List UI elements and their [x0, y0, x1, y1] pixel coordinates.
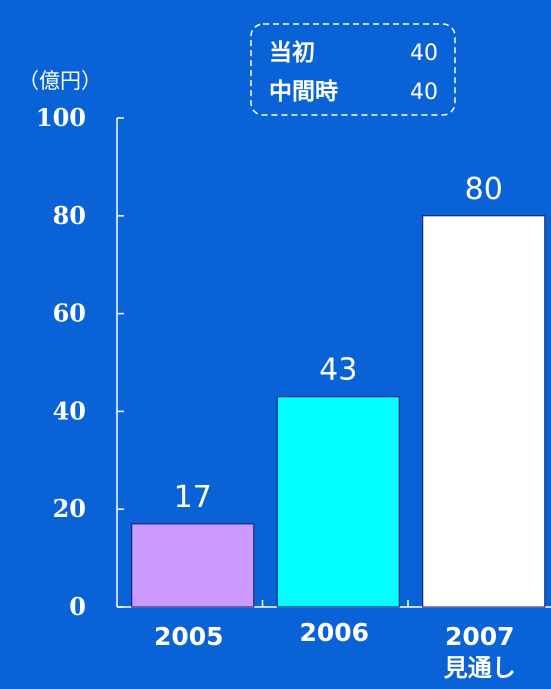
bar-2006	[277, 397, 399, 607]
bar-2005	[132, 524, 254, 607]
unit-label: （億円）	[18, 69, 102, 93]
bar-2007	[423, 216, 545, 607]
forecast-note: 当初 40 中間時 40	[251, 24, 455, 115]
y-axis: 0 20 40 60 80 100	[36, 103, 124, 621]
y-tick-label: 60	[53, 299, 86, 328]
data-label-2007: 80	[465, 172, 503, 207]
note-value-initial: 40	[410, 41, 438, 66]
category-label-2005: 2005	[154, 622, 224, 651]
data-label-2006: 43	[319, 353, 357, 388]
note-label-initial: 当初	[269, 39, 315, 66]
category-label-2007: 2007	[445, 622, 515, 651]
y-tick-label: 40	[53, 396, 86, 425]
note-value-midterm: 40	[410, 80, 438, 105]
y-tick-label: 0	[69, 592, 86, 621]
y-tick-label: 100	[36, 103, 86, 132]
y-tick-label: 20	[53, 494, 86, 523]
category-label-2006: 2006	[299, 618, 369, 647]
data-label-2005: 17	[174, 480, 212, 515]
category-sublabel-2007: 見通し	[444, 654, 516, 682]
y-tick-label: 80	[53, 201, 86, 230]
note-label-midterm: 中間時	[269, 79, 338, 105]
bar-series	[132, 216, 545, 607]
